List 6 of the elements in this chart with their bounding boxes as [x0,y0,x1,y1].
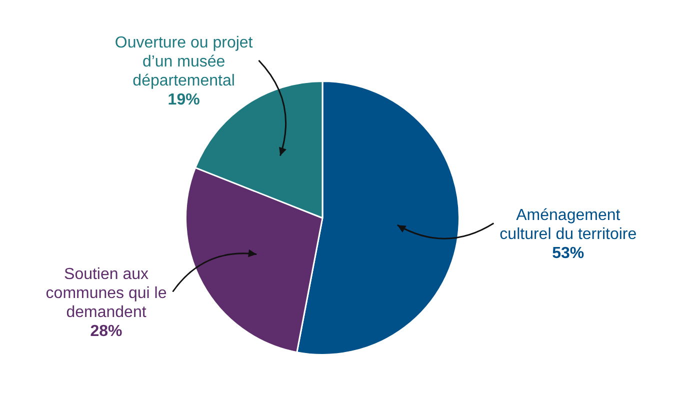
slice-label: Aménagement culturel du territoire [500,207,637,244]
slice-label: Ouverture ou projet d’un musée départemental [114,34,254,90]
data-label: 53% [552,245,584,262]
slice-label: Soutien aux communes qui le demandent [46,266,167,322]
data-label: 19% [168,92,200,109]
data-label: 28% [90,323,122,340]
